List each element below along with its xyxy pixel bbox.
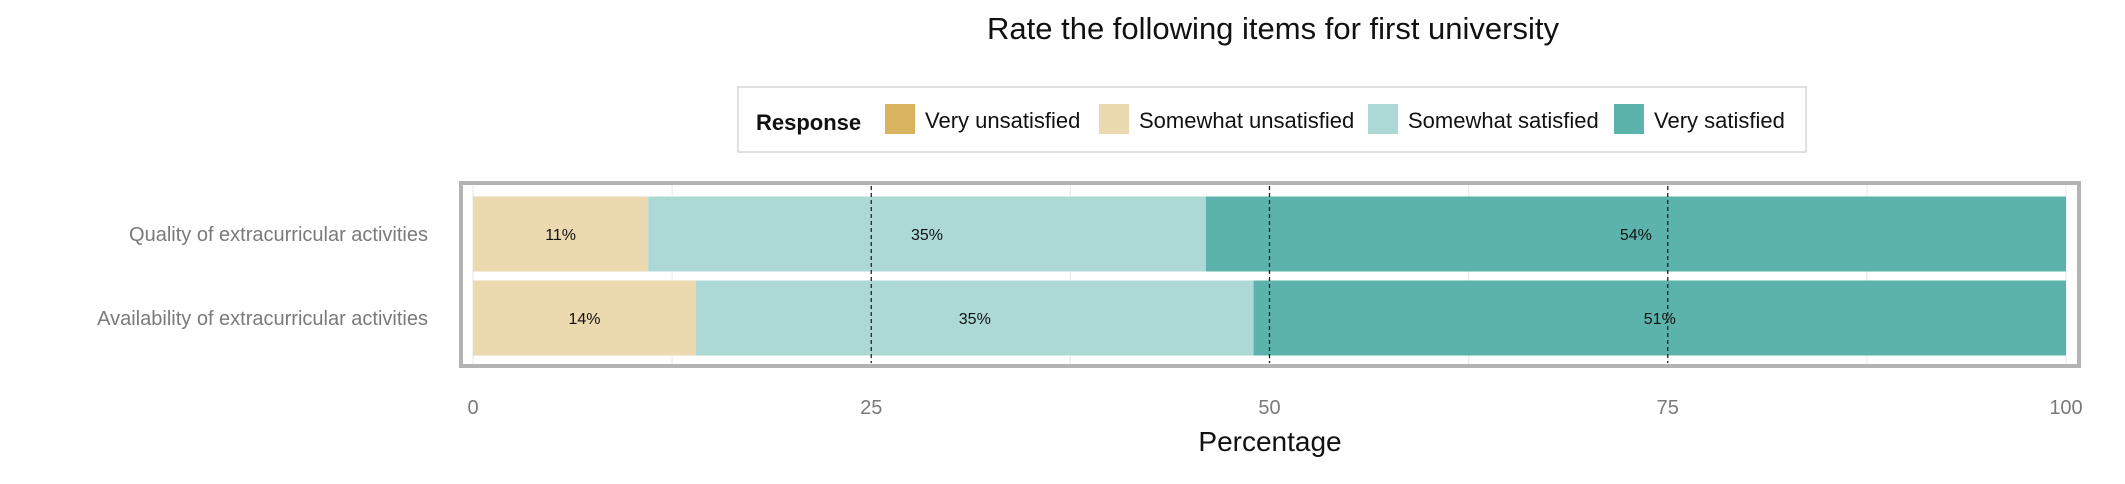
legend-swatch-very-satisfied [1614,104,1644,134]
x-tick-label: 25 [860,397,882,419]
bar-labels: 11% 35% 54% 14% 35% 51% [545,227,1676,328]
x-axis-title: Percentage [1198,426,1341,457]
legend-label: Somewhat unsatisfied [1139,108,1354,133]
legend-swatch-somewhat-unsatisfied [1099,104,1129,134]
y-axis-labels: Quality of extracurricular activities Ava… [97,224,428,330]
bar-segment-somewhat-satisfied [648,196,1206,272]
bar-value-label: 54% [1620,227,1652,244]
x-tick-label: 75 [1657,397,1679,419]
bar-segment-very-satisfied [1253,280,2066,356]
bars [473,196,2066,356]
panel-border [459,181,2081,368]
x-tick-label: 100 [2049,397,2082,419]
legend-title: Response [756,110,861,135]
plot-frame [459,181,2081,368]
bar-value-label: 35% [911,227,943,244]
legend-label: Very satisfied [1654,108,1785,133]
bar-segment-somewhat-satisfied [696,280,1254,356]
legend-swatch-very-unsatisfied [885,104,915,134]
x-axis-tick-labels: 0 25 50 75 100 [467,397,2082,419]
chart-title: Rate the following items for first unive… [987,11,1559,46]
legend: Response Very unsatisfied Somewhat unsati… [737,86,1807,153]
plot-panel: 11% 35% 54% 14% 35% 51% [459,181,2081,368]
bar-value-label: 35% [959,311,991,328]
legend-swatch-somewhat-satisfied [1368,104,1398,134]
legend-label: Very unsatisfied [925,108,1080,133]
bar-segment-somewhat-unsatisfied [473,196,649,272]
reference-lines [870,186,1669,363]
x-tick-label: 0 [467,397,478,419]
x-tick-label: 50 [1258,397,1280,419]
category-label: Quality of extracurricular activities [129,224,428,246]
bar-value-label: 51% [1644,311,1676,328]
bar-segment-very-satisfied [1205,196,2066,272]
bar-value-label: 14% [568,311,600,328]
bar-value-label: 11% [545,227,576,244]
legend-label: Somewhat satisfied [1408,108,1599,133]
bar-segment-somewhat-unsatisfied [473,280,697,356]
category-label: Availability of extracurricular activiti… [97,308,428,330]
